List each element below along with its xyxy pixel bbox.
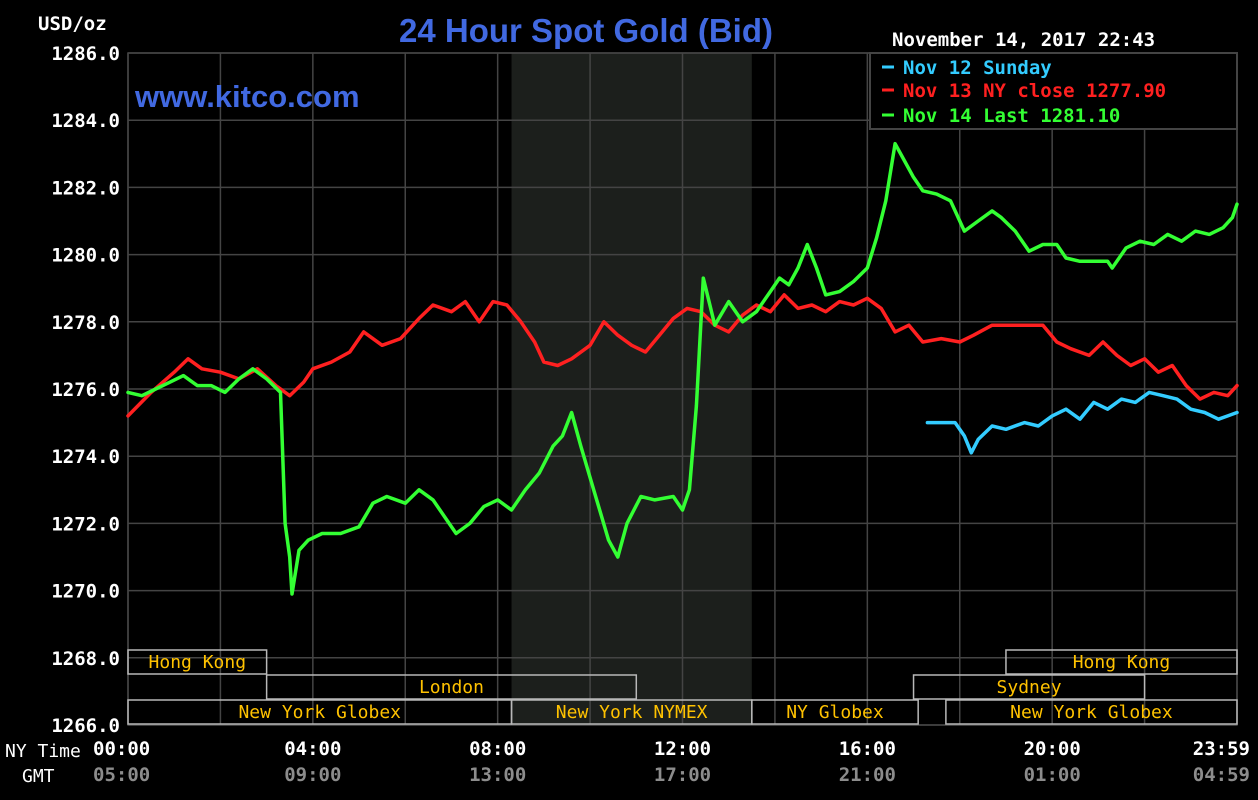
y-axis-unit-label: USD/oz bbox=[38, 13, 107, 35]
market-session-box bbox=[945, 699, 1238, 725]
market-session-box bbox=[912, 674, 1146, 700]
x-tick-label-gmt: 09:00 bbox=[284, 764, 341, 786]
legend-entry-nov13: Nov 13 NY close 1277.90 bbox=[903, 80, 1166, 102]
x-tick-label-ny: 23:59 bbox=[1193, 738, 1250, 760]
legend: Nov 12 Sunday Nov 13 NY close 1277.90 No… bbox=[869, 52, 1238, 130]
x-tick-label-ny: 00:00 bbox=[93, 738, 150, 760]
y-tick-label: 1266.0 bbox=[51, 715, 120, 737]
y-tick-label: 1278.0 bbox=[51, 312, 120, 334]
y-tick-label: 1280.0 bbox=[51, 245, 120, 267]
series-line-0 bbox=[925, 390, 1239, 455]
market-session-box bbox=[127, 649, 268, 675]
y-tick-label: 1270.0 bbox=[51, 581, 120, 603]
x-tick-label-ny: 08:00 bbox=[469, 738, 526, 760]
market-session-label: Sydney bbox=[997, 677, 1062, 698]
market-session-label: London bbox=[419, 677, 484, 698]
x-tick-label-gmt: 13:00 bbox=[469, 764, 526, 786]
x-tick-label-gmt: 01:00 bbox=[1024, 764, 1081, 786]
y-tick-label: 1286.0 bbox=[51, 43, 120, 65]
y-tick-label: 1282.0 bbox=[51, 177, 120, 199]
market-session-label: NY Globex bbox=[786, 702, 884, 723]
y-axis-ticks: 1286.0 1284.0 1282.0 1280.0 1278.0 1276.0 1274… bbox=[51, 43, 120, 737]
x-axis-ny-label: NY Time bbox=[5, 741, 81, 762]
x-tick-label-ny: 16:00 bbox=[839, 738, 896, 760]
x-axis-gmt-label: GMT bbox=[22, 766, 55, 787]
watermark: www.kitco.com bbox=[134, 79, 360, 114]
y-tick-label: 1284.0 bbox=[51, 110, 120, 132]
x-tick-label-ny: 20:00 bbox=[1024, 738, 1081, 760]
y-tick-label: 1274.0 bbox=[51, 446, 120, 468]
plot-frame bbox=[127, 52, 1238, 726]
x-tick-label-gmt: 04:59 bbox=[1193, 764, 1250, 786]
x-axis-ticks: 00:00 05:00 04:00 09:00 08:00 13:00 12:00 17:00… bbox=[93, 738, 1250, 786]
market-session-label: Hong Kong bbox=[149, 652, 247, 673]
x-tick-label-gmt: 17:00 bbox=[654, 764, 711, 786]
legend-entry-nov14: Nov 14 Last 1281.10 bbox=[903, 105, 1120, 127]
y-tick-label: 1268.0 bbox=[51, 648, 120, 670]
x-tick-label-gmt: 21:00 bbox=[839, 764, 896, 786]
market-session-label: Hong Kong bbox=[1073, 652, 1171, 673]
market-session-label: New York Globex bbox=[238, 702, 401, 723]
price-series bbox=[126, 141, 1239, 596]
x-tick-label-ny: 04:00 bbox=[284, 738, 341, 760]
series-line-2 bbox=[126, 141, 1239, 596]
x-tick-label-ny: 12:00 bbox=[654, 738, 711, 760]
x-tick-label-gmt: 05:00 bbox=[93, 764, 150, 786]
market-session-label: New York NYMEX bbox=[556, 702, 708, 723]
market-session-label: New York Globex bbox=[1010, 702, 1173, 723]
y-tick-label: 1272.0 bbox=[51, 513, 120, 535]
legend-box bbox=[869, 52, 1238, 130]
market-session-box bbox=[1005, 649, 1238, 675]
date-label: November 14, 2017 22:43 bbox=[892, 29, 1155, 51]
legend-entry-nov12: Nov 12 Sunday bbox=[903, 57, 1052, 79]
chart-title: 24 Hour Spot Gold (Bid) bbox=[399, 12, 773, 49]
market-session-box bbox=[265, 674, 638, 700]
market-session-box bbox=[751, 699, 919, 725]
y-tick-label: 1276.0 bbox=[51, 379, 120, 401]
legend-swatches bbox=[882, 65, 894, 117]
market-session-bars: Hong Kong Hong Kong London Sydney New York G… bbox=[127, 649, 1238, 725]
